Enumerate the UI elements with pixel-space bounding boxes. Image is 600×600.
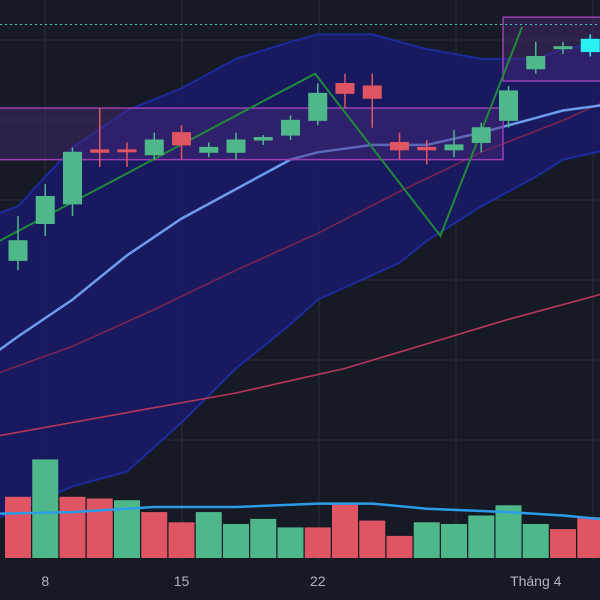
volume-bar — [141, 512, 168, 558]
price-zone-box — [0, 107, 504, 161]
candle-body — [335, 83, 355, 94]
candle-body — [199, 146, 219, 153]
candle-body — [226, 139, 246, 153]
volume-bar — [250, 518, 277, 558]
volume-bar — [5, 496, 31, 558]
x-axis: 8 15 22 Tháng 4 — [0, 560, 600, 600]
x-axis-background — [0, 560, 600, 600]
candle-body — [90, 149, 110, 153]
x-tick-label: Tháng 4 — [510, 573, 562, 589]
candle-body — [580, 38, 600, 53]
candlesticks — [8, 34, 600, 271]
candle-body — [253, 137, 273, 141]
volume-bar — [168, 522, 195, 558]
candle-body — [172, 132, 191, 146]
volume-bars — [0, 459, 600, 558]
x-tick-label: 8 — [41, 573, 49, 589]
candle-body — [8, 240, 28, 261]
volume-bar — [468, 515, 495, 558]
candle-body — [526, 55, 546, 70]
candle-body — [417, 146, 437, 151]
candle-body — [144, 139, 164, 156]
candle-body — [499, 90, 518, 121]
volume-bar — [59, 496, 86, 558]
price-zones — [0, 16, 600, 161]
candle-body — [362, 85, 382, 99]
volume-bar — [86, 498, 113, 558]
bollinger-lower-line — [0, 150, 600, 519]
candle-body — [308, 92, 328, 121]
ma-mid-line — [0, 102, 600, 374]
moving-averages — [0, 102, 600, 437]
volume-bar — [441, 524, 467, 558]
candle-body — [444, 144, 464, 151]
volume-bar — [413, 522, 440, 558]
candle-body — [117, 149, 137, 153]
volume-bar — [223, 524, 249, 558]
candle-body — [553, 46, 573, 50]
volume-bar — [522, 524, 549, 558]
volume-bar — [386, 535, 413, 558]
x-tick-label: 15 — [174, 573, 190, 589]
x-tick-label: 22 — [310, 573, 326, 589]
candle-body — [390, 141, 409, 151]
candle-body — [471, 127, 491, 143]
volume-bar — [277, 527, 304, 558]
bollinger-upper-line — [0, 33, 600, 214]
volume-bar — [304, 527, 331, 558]
volume-bar — [32, 459, 59, 558]
volume-ma-line — [0, 502, 600, 521]
volume-bar — [577, 517, 600, 558]
volume-bar — [195, 512, 222, 558]
volume-bar — [359, 520, 386, 558]
candle-body — [35, 195, 55, 225]
volume-bar — [550, 529, 576, 558]
bollinger-middle-line — [0, 104, 600, 351]
ma-long-line — [0, 293, 600, 437]
candle-body — [63, 151, 82, 205]
candle-body — [281, 119, 300, 136]
volume-bar — [495, 505, 522, 558]
volume-bar — [332, 503, 358, 558]
